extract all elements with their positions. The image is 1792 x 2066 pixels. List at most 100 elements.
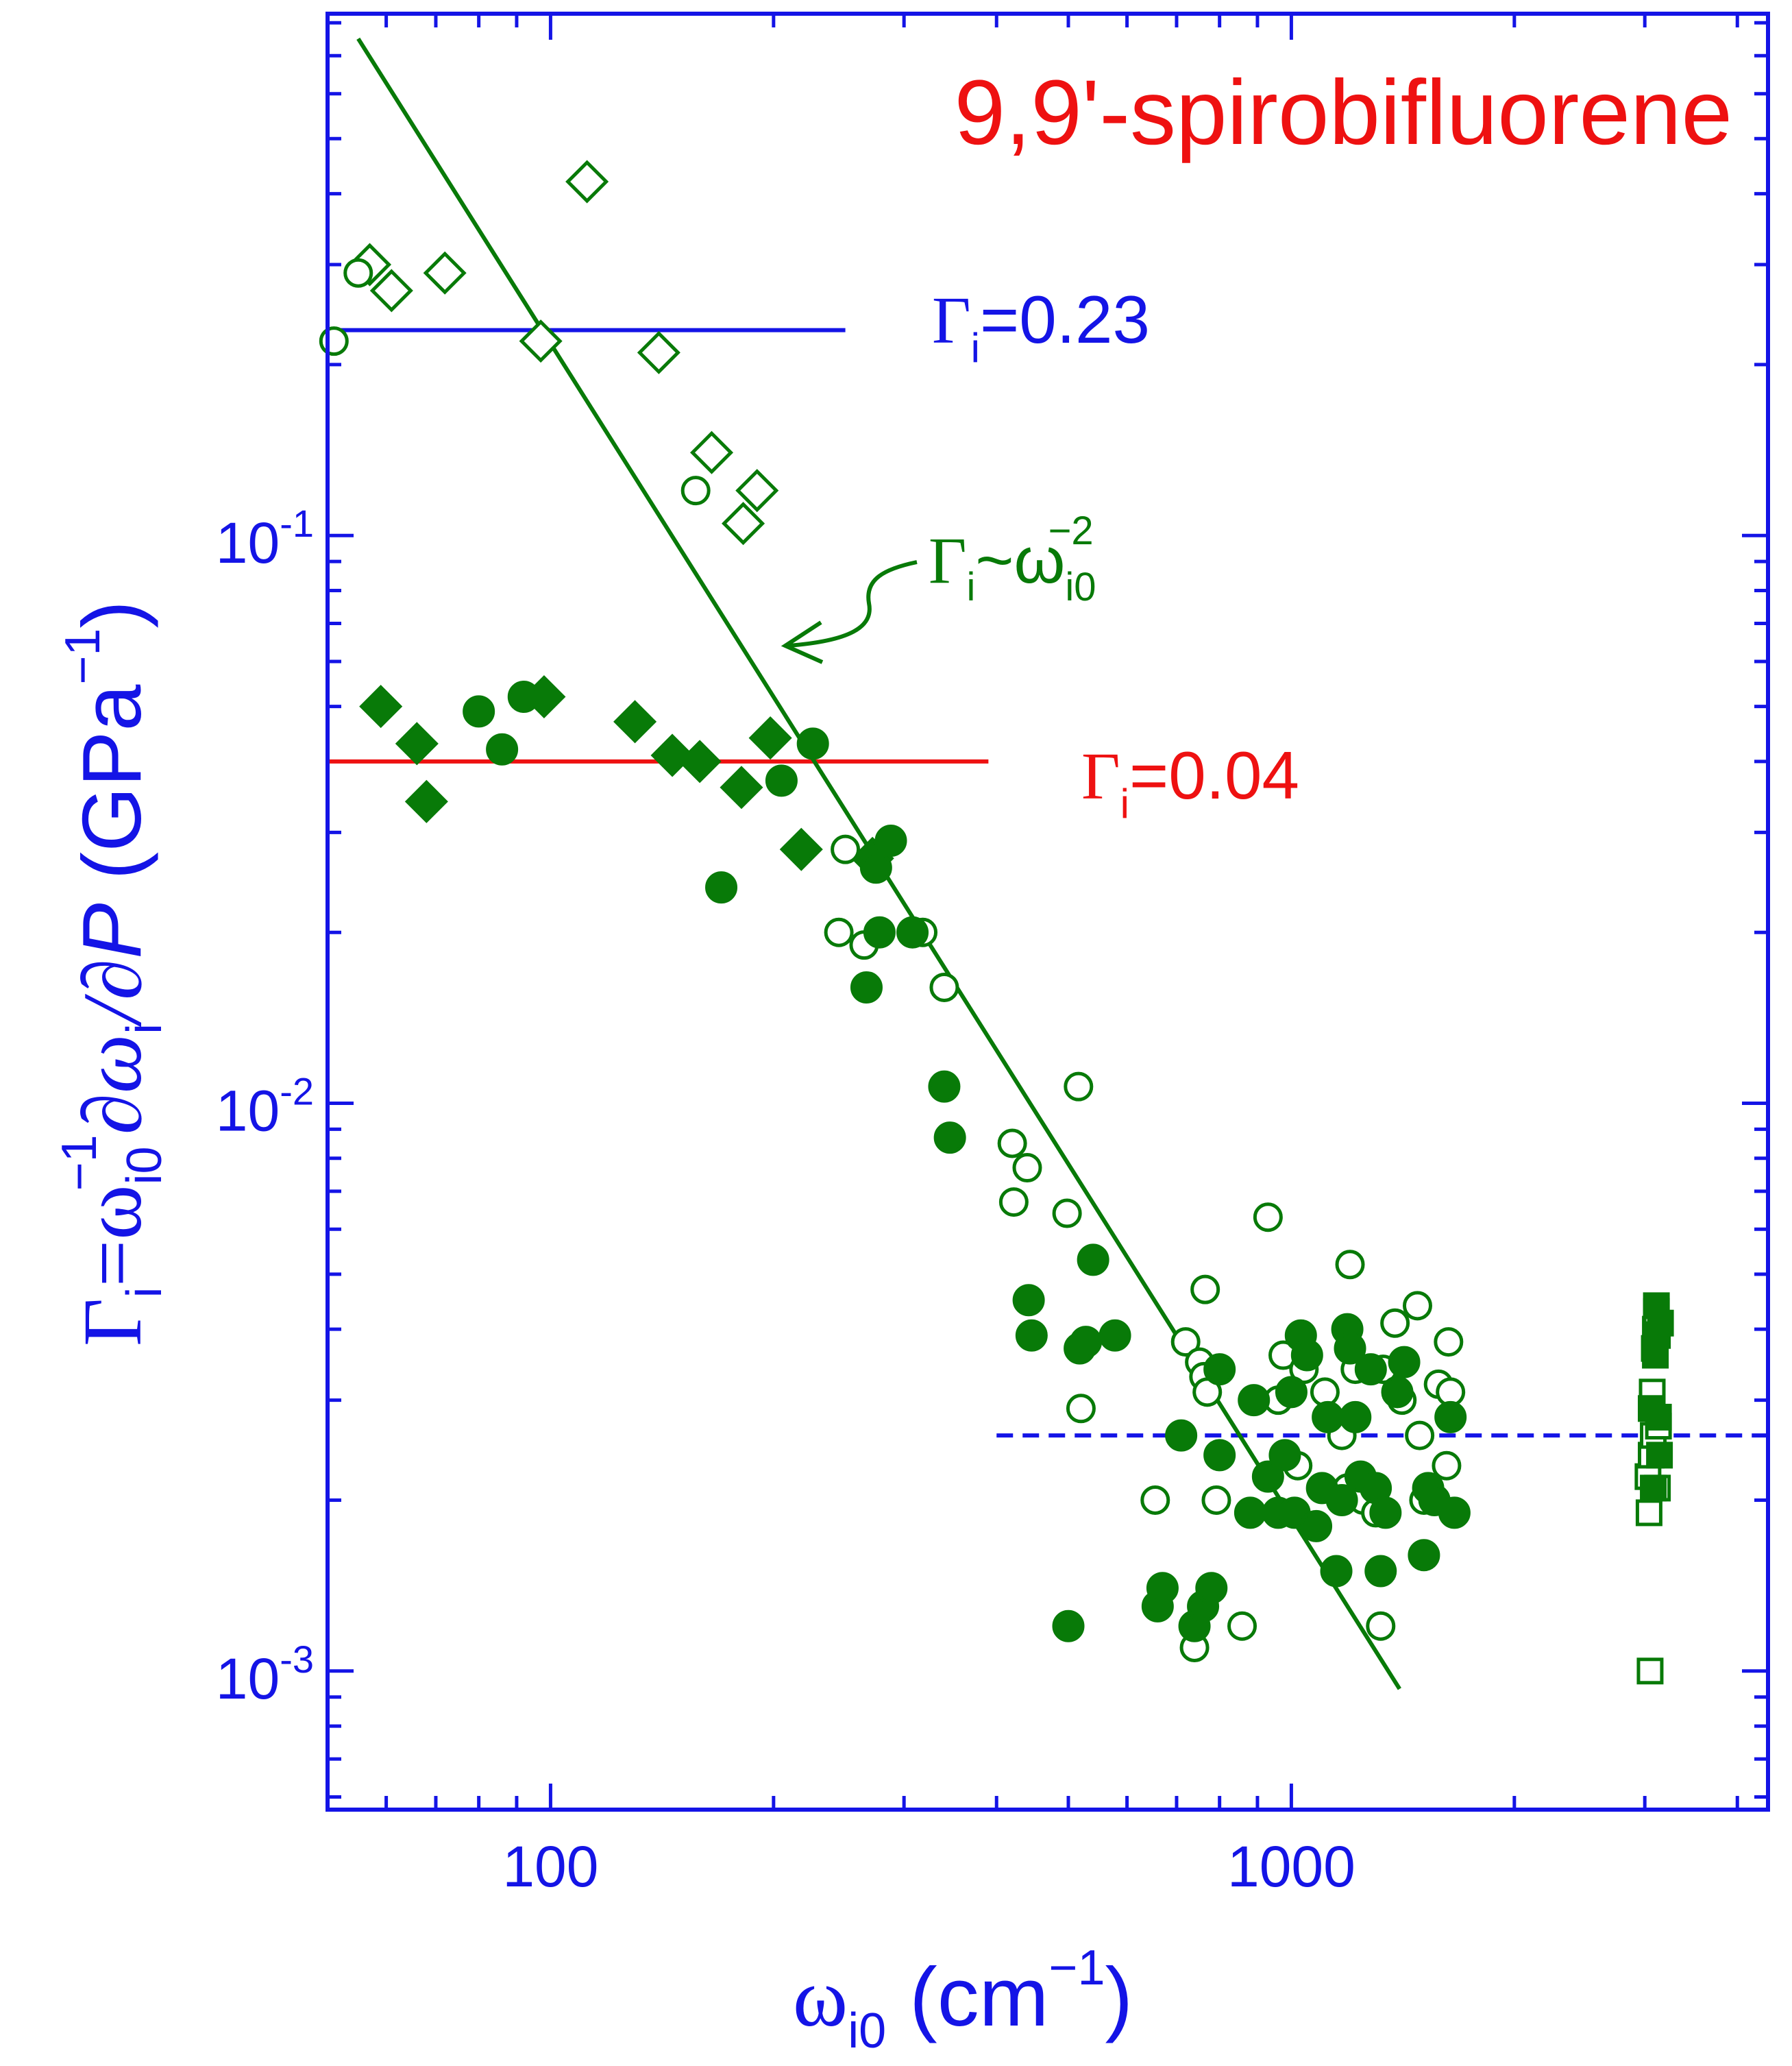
data-point [1066,1394,1096,1424]
data-point [850,971,883,1004]
data-point [1434,1327,1464,1357]
data-point [637,330,680,374]
data-point [689,430,734,474]
data-point [1381,1376,1414,1409]
data-point [1201,1485,1231,1515]
data-point [565,160,609,204]
data-point [748,716,792,760]
series-filled-circles [463,680,1471,1642]
y-tick-label: 10-2 [216,1070,314,1143]
ref-label-low: Γi=0.04 [1081,738,1299,827]
data-point [722,502,765,546]
data-point [519,319,563,363]
data-point [1380,1308,1410,1338]
data-point [1012,1284,1045,1317]
data-point [735,469,779,513]
data-point [929,972,959,1002]
data-point [1140,1485,1170,1515]
data-point [1077,1243,1109,1276]
data-point [1195,1572,1228,1605]
data-point [1432,1450,1462,1481]
data-point [343,258,373,288]
data-point [1190,1274,1220,1304]
data-point [1645,1403,1672,1431]
data-point [680,476,711,506]
data-point [1251,1460,1284,1493]
data-point [507,680,540,713]
data-point [1233,1496,1266,1529]
data-point [1402,1291,1432,1321]
data-point [423,251,467,295]
x-tick-label: 1000 [1227,1834,1355,1899]
data-point [831,834,861,864]
data-point [1636,1657,1664,1685]
data-point [1012,1153,1042,1183]
data-point [404,779,448,823]
y-axis-label: Γi=ωi0−1∂ωi/∂P (GPa−1) [52,600,172,1346]
data-point [720,766,763,810]
data-point [1339,1400,1372,1433]
data-point [1290,1339,1323,1372]
data-point [1434,1400,1467,1433]
data-point [1146,1572,1179,1605]
fit-label: Γi~ωi0−2 [929,509,1096,609]
x-tick-label: 100 [502,1834,598,1899]
data-point [1098,1319,1131,1352]
data-point [395,722,439,766]
data-point [1325,1483,1358,1516]
data-point [1238,1384,1271,1417]
data-point [1334,1332,1366,1365]
data-point [1320,1555,1353,1588]
data-point [1369,1496,1402,1529]
data-point [1438,1496,1471,1529]
data-point [678,740,722,783]
y-tick-label: 10-1 [216,502,314,575]
data-point [1253,1202,1283,1232]
data-point [1070,1326,1103,1359]
data-point [1405,1420,1435,1450]
data-point [1052,1198,1082,1228]
tick-labels: 100 1000 10-3 10-2 10-1 [216,502,1355,1899]
data-point [1203,1353,1236,1386]
data-point [1170,1327,1201,1357]
fit-label-arrow [787,560,918,648]
data-point [1647,1309,1674,1337]
y-tick-label: 10-3 [216,1638,314,1711]
data-point [1312,1400,1345,1433]
data-point [463,695,495,728]
data-point [1640,1474,1667,1502]
data-point [1388,1346,1421,1378]
data-point [359,685,403,729]
data-point [1366,1611,1396,1641]
data-point [1635,1499,1662,1527]
data-point [1064,1071,1094,1102]
plot-frame [326,12,1770,1812]
data-point [859,851,892,884]
data-point [779,827,823,871]
data-point [1364,1555,1397,1588]
data-point [1408,1539,1440,1572]
axis-ticks [326,14,1768,1810]
data-point [863,916,896,949]
data-point [1310,1377,1340,1407]
data-point [1300,1509,1333,1542]
data-point [1275,1376,1308,1409]
data-point [933,1121,966,1154]
data-point [1227,1611,1257,1641]
fit-label-arrowhead [781,620,824,664]
data-point [796,727,829,760]
data-point [874,825,907,858]
data-point [1335,1250,1365,1280]
data-point [928,1070,961,1103]
x-axis-label: ωi0 (cm−1) [793,1941,1133,2058]
data-point [765,764,798,797]
data-point [896,916,929,949]
data-points [319,160,1674,1685]
data-point [369,269,413,313]
ref-label-high: Γi=0.23 [932,282,1150,371]
data-point [1165,1419,1198,1452]
data-point [1203,1439,1236,1472]
data-point [319,326,349,356]
